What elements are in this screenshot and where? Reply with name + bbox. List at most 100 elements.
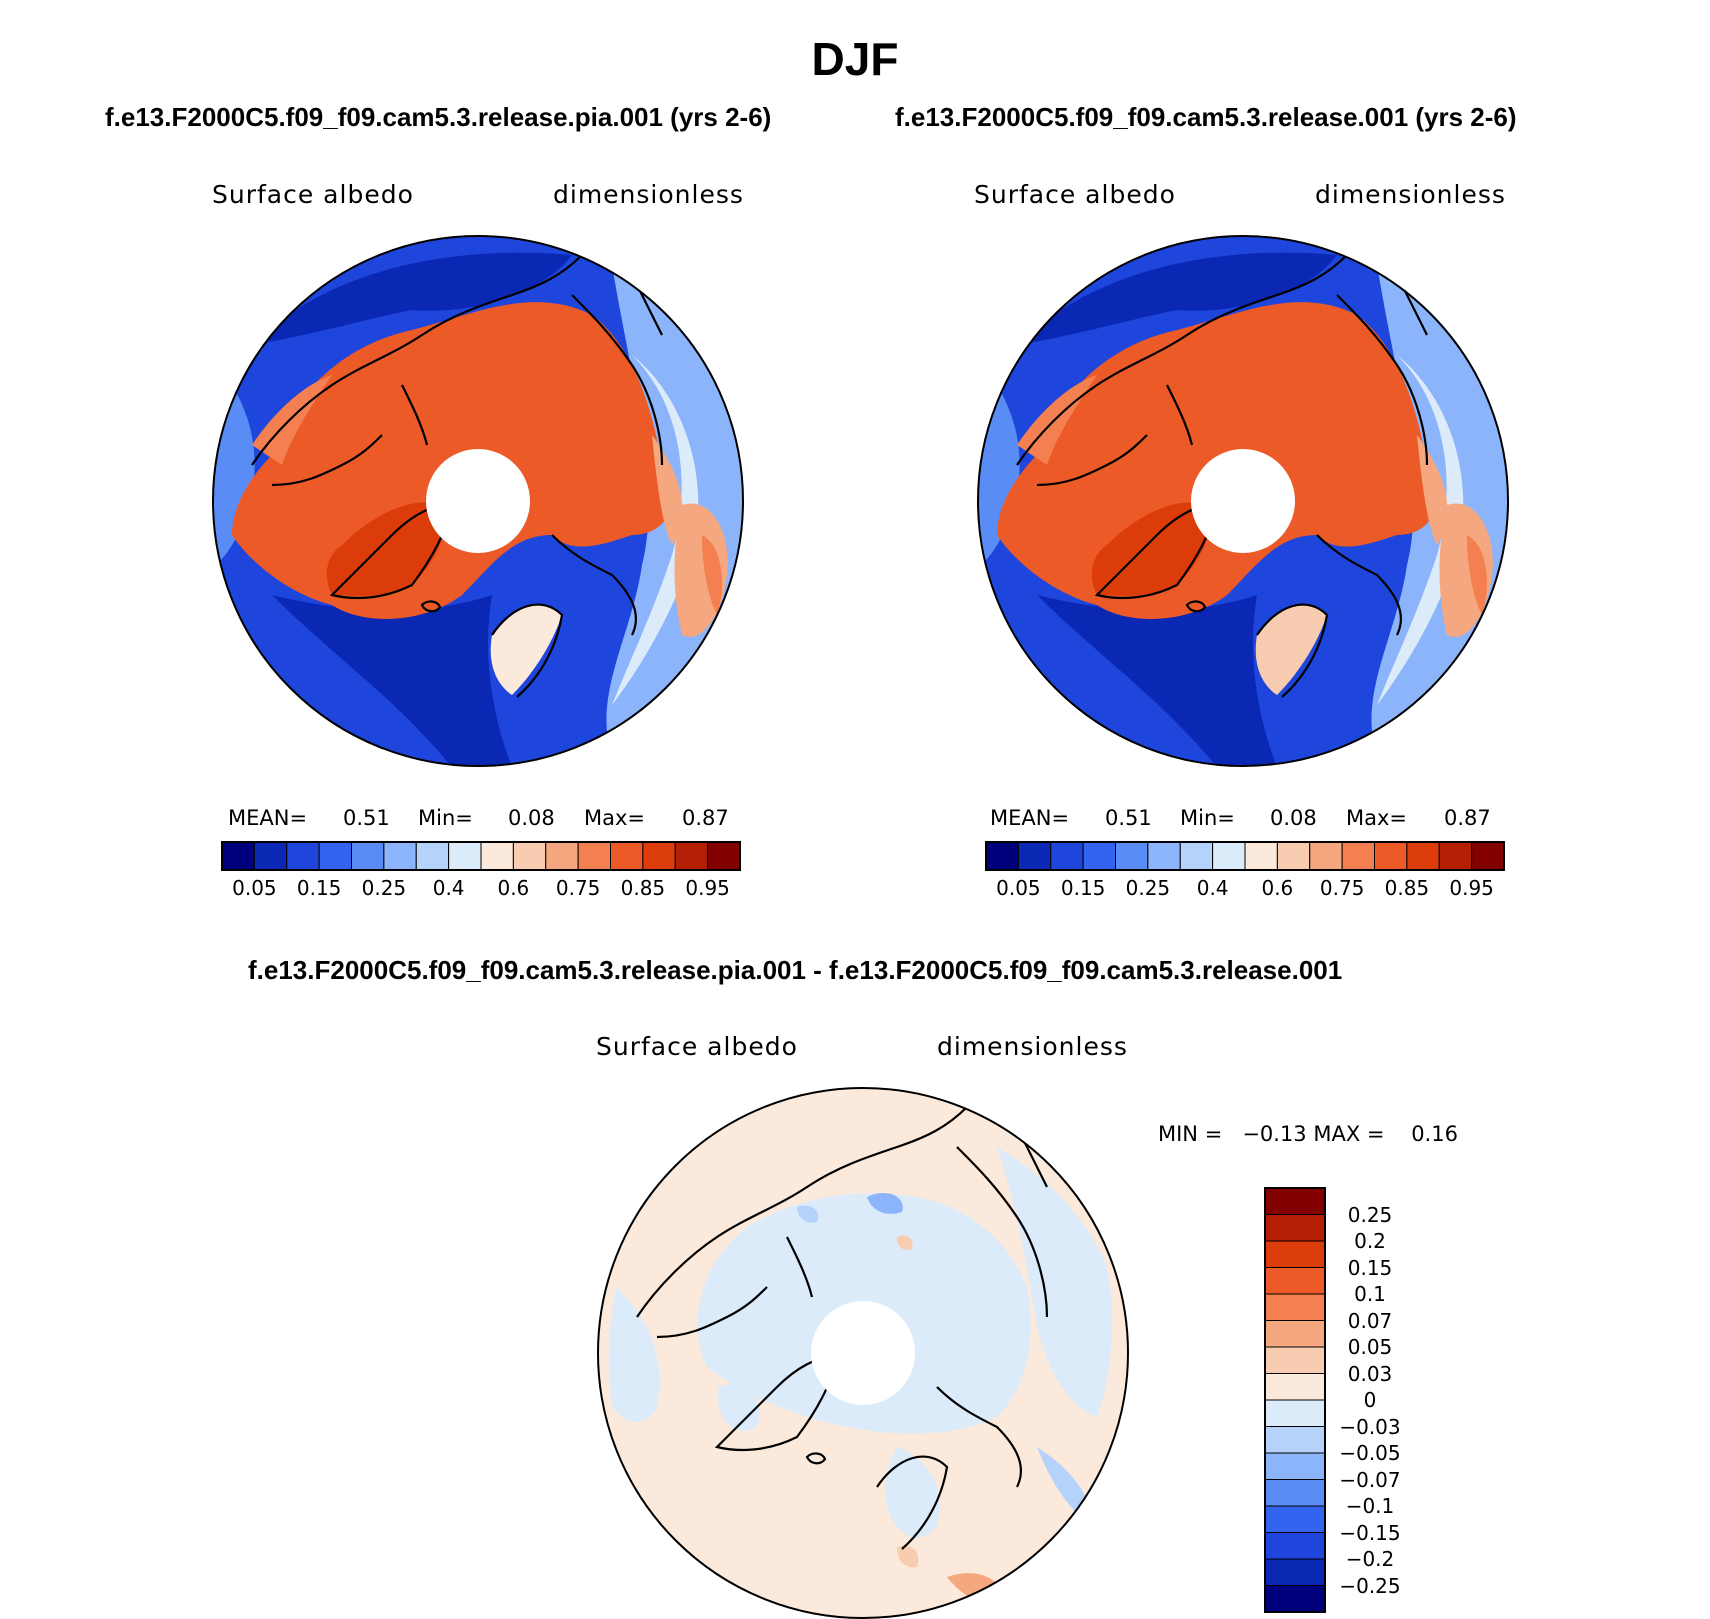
case1-colorbar-swatch <box>674 841 709 871</box>
diff-colorbar-swatch <box>1264 1532 1326 1560</box>
diff-colorbar-swatch <box>1264 1293 1326 1321</box>
case2-units-label: dimensionless <box>1315 180 1506 209</box>
case2-colorbar-swatch <box>1115 841 1149 871</box>
diff-variable-label: Surface albedo <box>596 1032 798 1061</box>
case2-colorbar-tick-label: 0.6 <box>1261 876 1294 900</box>
case2-colorbar-tick-label: 0.75 <box>1319 876 1365 900</box>
case2-colorbar-swatch <box>1309 841 1343 871</box>
diff-colorbar-swatch <box>1264 1452 1326 1480</box>
diff-colorbar-tick-label: −0.07 <box>1339 1467 1401 1492</box>
case1-colorbar-swatch <box>253 841 288 871</box>
diff-colorbar <box>1264 1187 1326 1613</box>
diff-colorbar-swatch <box>1264 1505 1326 1533</box>
diff-units-label: dimensionless <box>937 1032 1128 1061</box>
diff-colorbar-swatch <box>1264 1346 1326 1374</box>
case1-colorbar <box>221 841 741 871</box>
diff-colorbar-tick-label: 0 <box>1363 1388 1377 1412</box>
case1-colorbar-swatch <box>383 841 417 871</box>
case1-units-label: dimensionless <box>553 180 744 209</box>
diff-colorbar-tick-label: −0.03 <box>1339 1414 1401 1439</box>
case2-max-value: 0.87 <box>1444 806 1491 830</box>
diff-minmax-text: MIN = −0.13 MAX = 0.16 <box>1158 1122 1458 1146</box>
case1-max-value: 0.87 <box>682 806 729 830</box>
case1-colorbar-swatch <box>415 841 450 871</box>
diff-colorbar-tick-label: −0.25 <box>1339 1573 1401 1598</box>
case2-colorbar-swatch <box>1276 841 1311 871</box>
diff-colorbar-swatch <box>1264 1373 1326 1401</box>
case2-colorbar-tick-label: 0.4 <box>1196 876 1229 900</box>
case2-colorbar-tick-label: 0.85 <box>1384 876 1430 900</box>
case1-colorbar-swatch <box>318 841 352 871</box>
case1-colorbar-swatch <box>610 841 644 871</box>
case2-colorbar-swatch <box>1438 841 1473 871</box>
diff-colorbar-tick-label: −0.15 <box>1339 1520 1401 1545</box>
case2-colorbar-swatch <box>1406 841 1440 871</box>
case2-colorbar-swatch <box>1050 841 1084 871</box>
case1-colorbar-tick-label: 0.6 <box>497 876 530 900</box>
case2-colorbar-tick-label: 0.95 <box>1449 876 1494 900</box>
case2-colorbar-swatch <box>1471 841 1505 871</box>
diff-colorbar-tick-label: 0.07 <box>1347 1308 1393 1333</box>
case2-colorbar-outline <box>985 841 1505 871</box>
diff-colorbar-swatch <box>1264 1558 1326 1586</box>
case1-colorbar-swatch <box>448 841 482 871</box>
case1-colorbar-tick-label: 0.4 <box>432 876 465 900</box>
diff-colorbar-tick-label: −0.2 <box>1345 1547 1395 1571</box>
diff-colorbar-tick-label: −0.1 <box>1345 1494 1395 1518</box>
case1-colorbar-swatch <box>480 841 514 871</box>
case1-mean-label: MEAN= <box>228 806 308 830</box>
case1-colorbar-tick-label: 0.85 <box>620 876 666 900</box>
case1-colorbar-tick-label: 0.15 <box>296 876 342 900</box>
diff-colorbar-tick-label: 0.1 <box>1354 1282 1386 1306</box>
case1-colorbar-swatch <box>545 841 579 871</box>
case2-colorbar-swatch <box>1244 841 1278 871</box>
diff-colorbar-swatch <box>1264 1214 1326 1242</box>
case1-colorbar-swatch <box>577 841 611 871</box>
case2-colorbar-tick-label: 0.15 <box>1060 876 1106 900</box>
case2-colorbar-swatch <box>1212 841 1246 871</box>
diff-colorbar-swatch <box>1264 1240 1326 1268</box>
case2-mean-value: 0.51 <box>1105 806 1152 830</box>
diff-colorbar-tick-label: 0.2 <box>1354 1229 1386 1253</box>
diff-title: f.e13.F2000C5.f09_f09.cam5.3.release.pia… <box>248 955 1343 985</box>
diff-colorbar-swatch <box>1264 1479 1326 1507</box>
diff-colorbar-tick-label: 0.05 <box>1347 1335 1393 1359</box>
diff-colorbar-swatch <box>1264 1399 1326 1427</box>
diff-colorbar-swatch <box>1264 1267 1326 1295</box>
case2-polar-map <box>977 235 1509 767</box>
case1-title: f.e13.F2000C5.f09_f09.cam5.3.release.pia… <box>105 102 772 132</box>
case1-min-label: Min= <box>418 806 473 830</box>
diff-colorbar-tick-label: 0.15 <box>1347 1255 1393 1280</box>
diff-colorbar-swatch <box>1264 1187 1326 1215</box>
case2-colorbar-swatch <box>1147 841 1181 871</box>
case1-mean-value: 0.51 <box>343 806 390 830</box>
main-title: DJF <box>811 33 899 85</box>
case2-colorbar-swatch <box>1082 841 1116 871</box>
case2-title: f.e13.F2000C5.f09_f09.cam5.3.release.001… <box>895 102 1517 132</box>
case1-min-value: 0.08 <box>508 806 555 830</box>
case1-colorbar-swatch <box>512 841 547 871</box>
case1-colorbar-swatch <box>351 841 385 871</box>
case1-colorbar-outline <box>221 841 741 871</box>
case2-colorbar-tick-label: 0.05 <box>996 876 1041 900</box>
case2-colorbar-swatch <box>1017 841 1052 871</box>
diff-colorbar-swatch <box>1264 1320 1326 1348</box>
case2-colorbar-tick-label: 0.25 <box>1125 876 1171 900</box>
diff-polar-map <box>597 1087 1129 1619</box>
case1-colorbar-swatch <box>707 841 741 871</box>
case2-colorbar-swatch <box>985 841 1019 871</box>
case2-colorbar-swatch <box>1179 841 1214 871</box>
case1-colorbar-swatch <box>642 841 676 871</box>
case2-mean-label: MEAN= <box>990 806 1070 830</box>
case1-polar-map <box>212 235 744 767</box>
case2-max-label: Max= <box>1346 806 1408 830</box>
diff-colorbar-tick-label: −0.05 <box>1339 1441 1401 1465</box>
case1-variable-label: Surface albedo <box>212 180 414 209</box>
case1-colorbar-tick-label: 0.95 <box>685 876 730 900</box>
diff-colorbar-tick-label: 0.25 <box>1347 1202 1393 1227</box>
case1-max-label: Max= <box>584 806 646 830</box>
case2-min-value: 0.08 <box>1270 806 1317 830</box>
diff-colorbar-tick-label: 0.03 <box>1347 1361 1393 1386</box>
case2-colorbar-swatch <box>1374 841 1408 871</box>
case1-colorbar-tick-label: 0.75 <box>555 876 601 900</box>
